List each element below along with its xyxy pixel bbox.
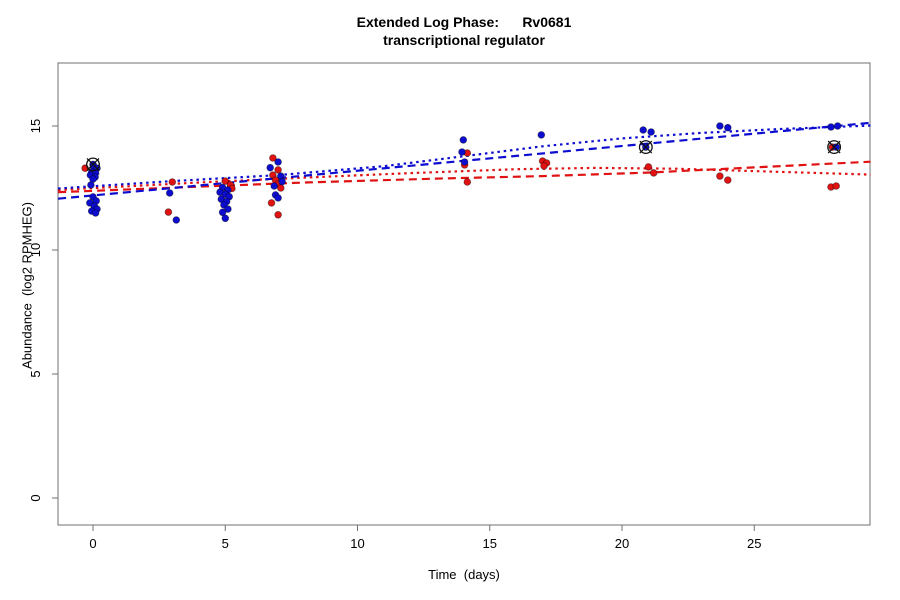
condition-red-point (221, 177, 230, 185)
condition-blue-point (172, 216, 181, 224)
condition-blue-point (460, 158, 469, 166)
y-tick-label: 5 (28, 370, 43, 377)
x-tick-label: 10 (350, 536, 364, 551)
chart-title-line1: Extended Log Phase: Rv0681 (356, 14, 572, 30)
condition-blue-point (459, 136, 468, 144)
condition-red-point (644, 163, 653, 171)
condition-red-point (269, 154, 277, 162)
x-axis-label: Time (days) (428, 567, 500, 582)
condition-blue-point (278, 177, 286, 186)
condition-blue-point (266, 163, 275, 172)
condition-blue-point (723, 123, 732, 132)
flagged-sample-marker (638, 140, 653, 155)
flagged-sample-cross (827, 140, 841, 154)
condition-red-point (832, 182, 840, 190)
condition-red-point (274, 166, 282, 174)
x-tick-label: 5 (222, 536, 229, 551)
condition-blue-point (647, 128, 655, 136)
condition-blue-point (87, 181, 95, 189)
condition-blue-point (827, 123, 835, 131)
flagged-sample-cross (639, 140, 653, 154)
condition-blue-point (833, 122, 842, 130)
condition-red-point (723, 176, 732, 184)
x-tick-label: 15 (483, 536, 497, 551)
condition-blue-point (165, 189, 174, 197)
condition-red-point (168, 178, 177, 186)
x-tick-label: 0 (89, 536, 96, 551)
y-tick-label: 15 (28, 119, 43, 133)
condition-blue-point (274, 194, 282, 202)
y-tick-label: 0 (28, 494, 43, 501)
y-tick-label: 10 (28, 243, 43, 257)
x-tick-label: 20 (615, 536, 629, 551)
condition-blue-point (537, 131, 546, 139)
condition-red-point (463, 178, 472, 186)
condition-red-point (540, 162, 548, 170)
condition-blue-point (224, 205, 232, 213)
x-tick-label: 25 (747, 536, 761, 551)
condition-red-point (267, 199, 276, 207)
condition-red-point (276, 184, 285, 192)
plot-box (57, 62, 871, 526)
condition-blue-point (832, 143, 840, 151)
flagged-sample-marker (827, 140, 842, 155)
condition-red-point (649, 169, 658, 177)
condition-blue-point (221, 214, 230, 223)
condition-blue-point (270, 182, 279, 190)
condition-blue-point (91, 209, 100, 217)
condition-red-point (274, 211, 282, 219)
chart-title-line2: transcriptional regulator (383, 32, 545, 48)
red-linear-fit-line (58, 160, 871, 194)
flagged-sample-marker (86, 157, 100, 172)
condition-blue-point (716, 122, 724, 130)
condition-red-point (164, 208, 173, 216)
condition-blue-point (458, 148, 466, 156)
condition-blue-point (218, 208, 227, 217)
condition-red-point (716, 172, 724, 180)
condition-blue-point (274, 158, 282, 166)
condition-blue-point (639, 126, 647, 134)
flagged-sample-cross (86, 158, 100, 171)
red-smooth-fit-line (58, 166, 871, 192)
